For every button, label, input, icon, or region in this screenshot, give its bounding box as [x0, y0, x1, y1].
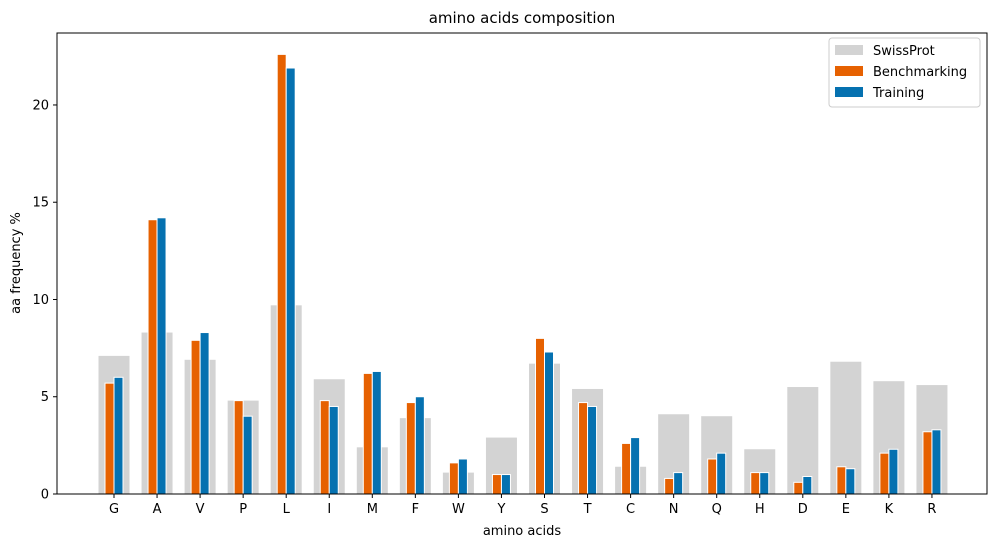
bar-training-T: [587, 405, 598, 495]
bar-training-I: [328, 405, 339, 495]
y-tick-label-0: 0: [41, 488, 49, 503]
bar-training-K: [888, 448, 899, 495]
x-tick-label-D: D: [798, 502, 808, 517]
bar-training-Y: [500, 474, 511, 495]
bar-training-D: [802, 475, 813, 495]
x-tick-label-E: E: [842, 502, 850, 517]
x-tick-label-P: P: [239, 502, 247, 517]
y-tick-label-10: 10: [32, 293, 49, 308]
y-tick-label-5: 5: [41, 390, 49, 405]
x-tick-label-C: C: [626, 502, 635, 517]
bar-training-E: [845, 468, 856, 495]
legend: SwissProt Benchmarking Training: [828, 37, 981, 108]
legend-label-benchmarking: Benchmarking: [873, 65, 967, 80]
bar-benchmarking-R: [922, 431, 933, 495]
bar-benchmarking-T: [578, 402, 589, 495]
x-tick-label-N: N: [669, 502, 679, 517]
bar-benchmarking-E: [836, 466, 847, 495]
bar-training-S: [544, 351, 554, 495]
x-tick-label-F: F: [412, 502, 419, 517]
bar-benchmarking-M: [362, 372, 373, 495]
bar-benchmarking-P: [233, 400, 244, 495]
bar-benchmarking-Q: [707, 458, 718, 495]
bar-benchmarking-G: [104, 382, 115, 495]
legend-label-swissprot: SwissProt: [873, 44, 935, 59]
x-tick-label-I: I: [327, 502, 331, 517]
legend-box: [828, 37, 981, 108]
bar-training-M: [371, 370, 382, 495]
x-tick-label-Q: Q: [712, 502, 722, 517]
x-tick-label-Y: Y: [496, 502, 505, 517]
bar-benchmarking-D: [793, 481, 804, 495]
bar-benchmarking-S: [535, 337, 545, 495]
bar-benchmarking-V: [190, 339, 201, 495]
legend-swatch-training: [835, 87, 863, 97]
bar-training-H: [759, 472, 770, 495]
bar-benchmarking-W: [448, 462, 459, 495]
legend-label-training: Training: [872, 86, 924, 101]
x-axis-label: amino acids: [483, 524, 562, 539]
x-tick-label-M: M: [367, 502, 378, 517]
bar-training-R: [931, 429, 942, 495]
y-axis-ticks: 0 5 10 15 20: [32, 98, 57, 503]
plot-frame: [56, 32, 988, 495]
bar-benchmarking-F: [405, 402, 416, 495]
bar-benchmarking-H: [750, 472, 761, 495]
x-tick-label-S: S: [540, 502, 548, 517]
y-tick-label-15: 15: [32, 196, 49, 211]
bar-training-V: [199, 332, 210, 495]
bar-training-A: [156, 217, 167, 495]
bar-benchmarking-C: [621, 442, 632, 495]
x-tick-label-H: H: [755, 502, 765, 517]
legend-swatch-benchmarking: [835, 66, 863, 76]
bar-training-Q: [716, 452, 727, 495]
bar-training-N: [673, 472, 684, 495]
x-tick-label-V: V: [196, 502, 205, 517]
x-tick-label-L: L: [283, 502, 291, 517]
bar-benchmarking-K: [879, 452, 890, 495]
x-tick-label-T: T: [583, 502, 592, 517]
bar-benchmarking-L: [276, 53, 287, 495]
bar-training-P: [242, 415, 253, 495]
bar-benchmarking-N: [664, 477, 675, 495]
bar-benchmarking-Y: [491, 474, 502, 495]
legend-swatch-swissprot: [835, 45, 863, 55]
chart-title: amino acids composition: [429, 9, 616, 27]
bar-training-L: [285, 67, 296, 495]
x-tick-label-R: R: [927, 502, 936, 517]
bar-training-W: [457, 458, 468, 495]
x-tick-label-G: G: [109, 502, 119, 517]
x-tick-label-A: A: [153, 502, 162, 517]
bar-training-F: [414, 396, 425, 495]
bar-benchmarking-A: [147, 219, 158, 495]
x-tick-label-W: W: [452, 502, 465, 517]
y-axis-label: aa frequency %: [9, 212, 24, 314]
bars-layer: [98, 53, 948, 495]
bar-benchmarking-I: [319, 400, 330, 495]
bar-training-G: [113, 376, 124, 495]
bar-training-C: [630, 437, 641, 495]
x-tick-label-K: K: [885, 502, 894, 517]
y-tick-label-20: 20: [32, 98, 49, 113]
